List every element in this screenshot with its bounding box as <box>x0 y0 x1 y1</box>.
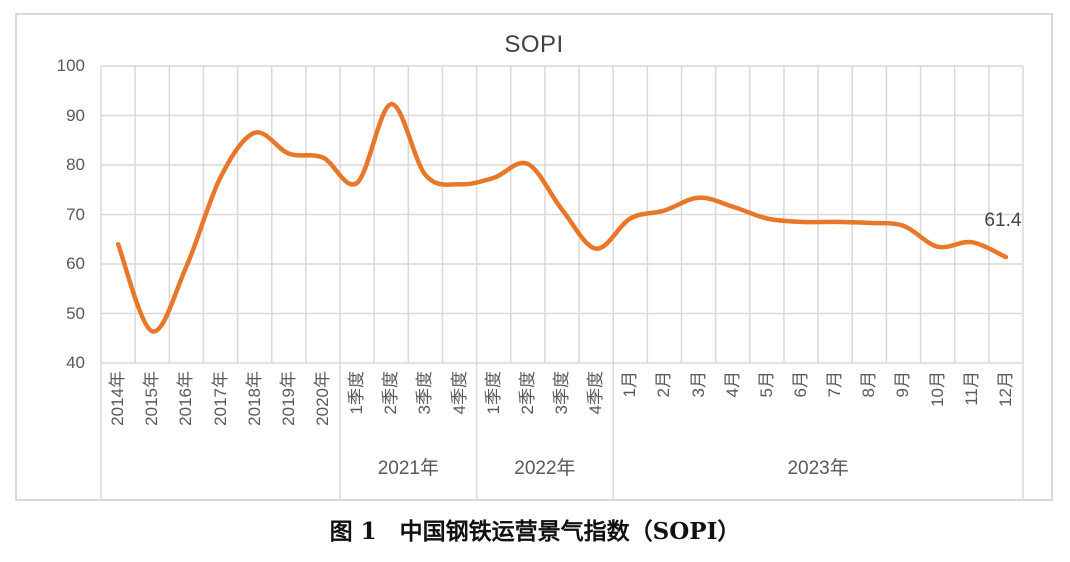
x-tick-label: 3季度 <box>552 371 571 415</box>
x-tick-label: 9月 <box>893 371 913 398</box>
x-tick-label: 10月 <box>927 371 947 407</box>
x-group-label: 2021年 <box>377 458 439 479</box>
x-tick-label: 7月 <box>825 371 845 398</box>
y-tick-label: 60 <box>66 254 85 273</box>
x-tick-label: 4季度 <box>449 371 469 415</box>
x-tick-label: 11月 <box>961 371 981 406</box>
x-tick-label: 3季度 <box>415 371 435 415</box>
x-tick-label: 2020年 <box>312 371 332 426</box>
x-group-label: 2022年 <box>514 458 576 479</box>
x-tick-label: 2018年 <box>244 371 264 426</box>
x-tick-label: 2014年 <box>108 371 128 426</box>
chart-area <box>15 13 1053 501</box>
y-tick-label: 40 <box>66 353 85 372</box>
x-tick-label: 2月 <box>654 371 674 398</box>
y-tick-label: 90 <box>66 105 85 125</box>
x-tick-label: 5月 <box>756 371 776 398</box>
x-tick-label: 2019年 <box>278 371 298 426</box>
figure-caption: 图 1 中国钢铁运营景气指数（SOPI） <box>329 518 741 545</box>
x-tick-label: 4月 <box>722 371 742 398</box>
x-tick-label: 2016年 <box>176 371 196 426</box>
x-tick-label: 3月 <box>688 371 708 398</box>
x-tick-label: 2季度 <box>381 371 401 415</box>
y-tick-label: 70 <box>66 204 85 224</box>
x-tick-label: 1季度 <box>483 371 503 415</box>
x-tick-label: 8月 <box>859 371 879 398</box>
chart-title: SOPI <box>504 31 564 58</box>
x-tick-label: 2015年 <box>142 371 162 426</box>
data-label-last: 61.4 <box>984 210 1022 231</box>
x-tick-label: 1季度 <box>347 371 367 415</box>
x-tick-label: 1月 <box>620 371 640 398</box>
y-tick-label: 80 <box>66 155 85 174</box>
x-tick-label: 6月 <box>791 371 811 398</box>
x-group-label: 2023年 <box>787 458 849 479</box>
x-tick-label: 12月 <box>995 371 1015 407</box>
x-tick-label: 2季度 <box>517 371 537 415</box>
y-tick-label: 100 <box>56 56 85 75</box>
x-tick-label: 2017年 <box>210 371 230 426</box>
x-tick-label: 4季度 <box>586 371 606 415</box>
y-tick-label: 50 <box>66 303 85 323</box>
